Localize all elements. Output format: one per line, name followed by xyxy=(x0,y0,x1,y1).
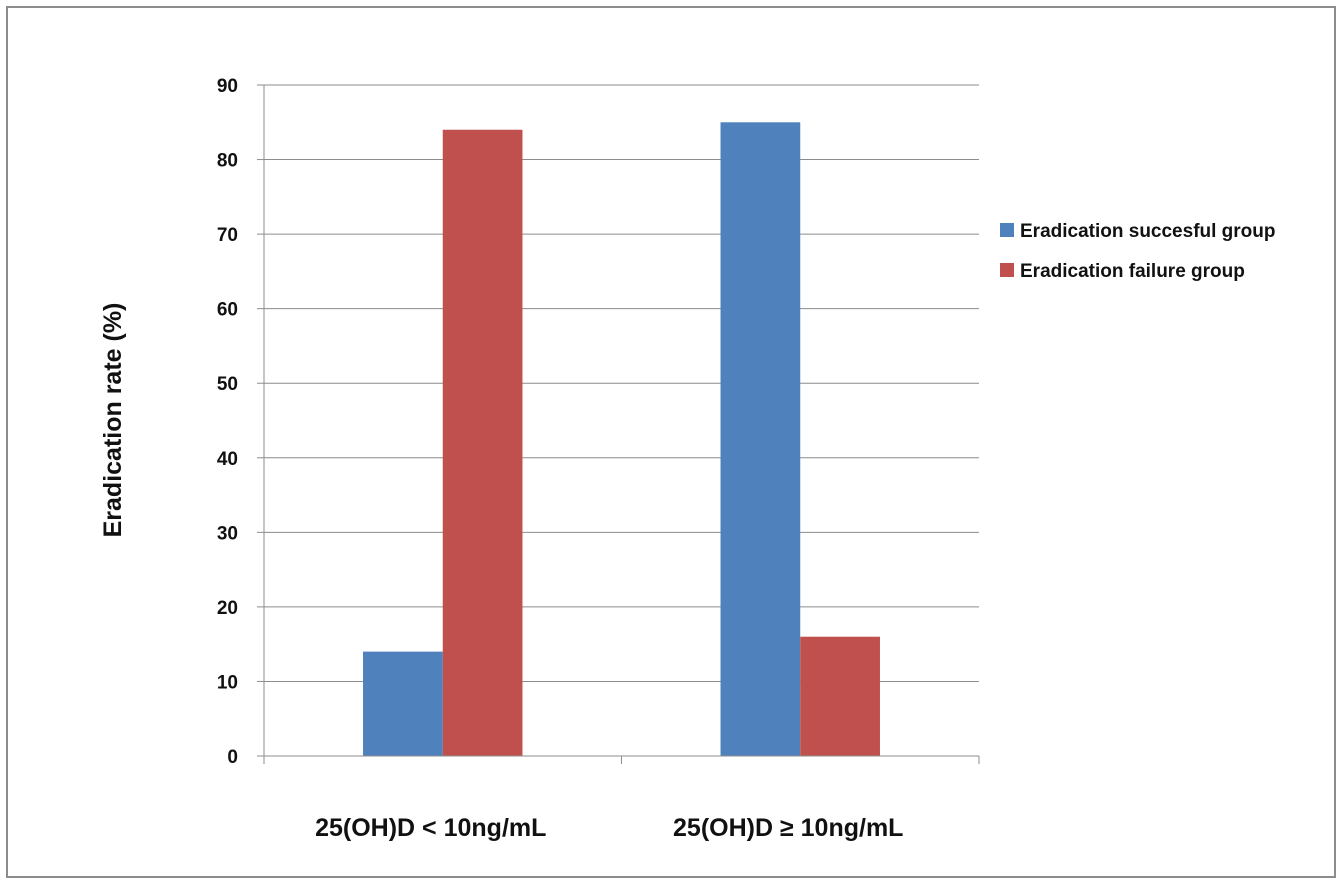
y-tick-label: 10 xyxy=(217,672,238,693)
legend-swatch xyxy=(1000,263,1014,277)
legend-label: Eradication succesful group xyxy=(1020,221,1276,242)
y-tick-label: 60 xyxy=(217,300,238,321)
y-tick-label: 90 xyxy=(217,76,238,97)
y-tick-label: 30 xyxy=(217,523,238,544)
legend-swatch xyxy=(1000,223,1014,237)
y-tick-label: 50 xyxy=(217,374,238,395)
y-tick-label: 70 xyxy=(217,225,238,246)
y-axis-label: Eradication rate (%) xyxy=(99,303,127,538)
x-category-label: 25(OH)D < 10ng/mL xyxy=(315,814,546,842)
y-tick-label: 80 xyxy=(217,151,238,172)
legend-label: Eradication failure group xyxy=(1020,261,1245,282)
y-tick-label: 20 xyxy=(217,598,238,619)
y-tick-labels: 0 10 20 30 40 50 60 70 80 90 xyxy=(217,76,238,768)
x-category-labels: 25(OH)D < 10ng/mL 25(OH)D ≥ 10ng/mL xyxy=(315,814,903,842)
axes xyxy=(263,85,980,764)
y-tick-label: 0 xyxy=(227,747,238,768)
bar xyxy=(363,651,443,756)
bars xyxy=(363,122,880,757)
legend: Eradication succesful group Eradication f… xyxy=(1000,221,1276,282)
chart-frame xyxy=(6,6,1336,878)
bar xyxy=(720,122,801,757)
bar xyxy=(800,636,880,756)
x-category-label: 25(OH)D ≥ 10ng/mL xyxy=(673,814,903,842)
y-tick-label: 40 xyxy=(217,449,238,470)
bar xyxy=(442,129,523,756)
